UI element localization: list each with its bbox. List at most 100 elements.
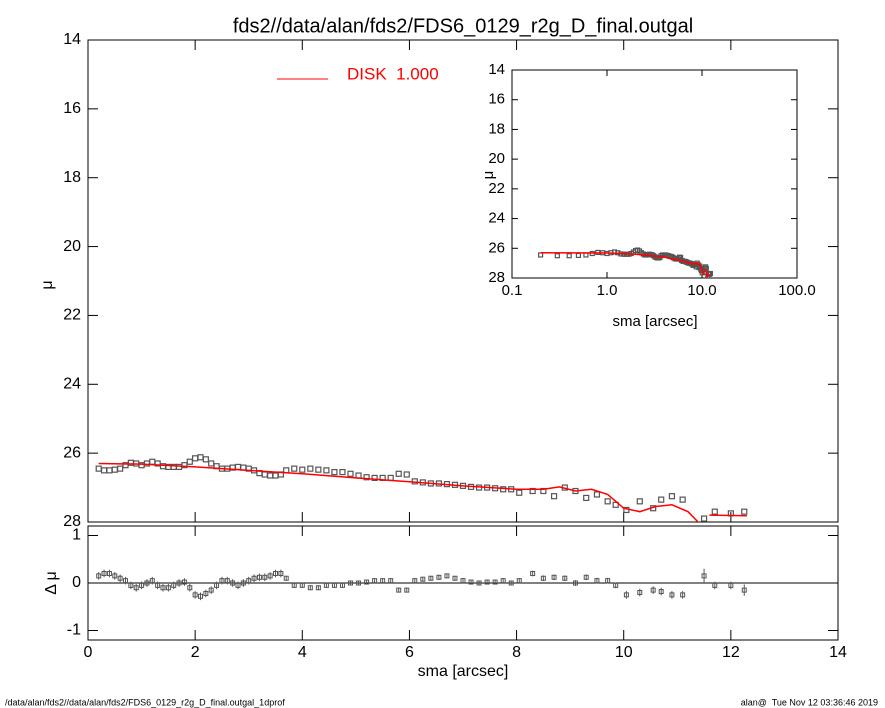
data-point xyxy=(636,498,643,505)
data-point xyxy=(347,470,354,477)
y-tick-label: 24 xyxy=(63,376,81,393)
x-tick-label: 2 xyxy=(191,644,200,661)
residual-point xyxy=(573,580,578,586)
residual-point xyxy=(650,587,656,593)
residual-point xyxy=(181,579,187,585)
x-tick-label: 12 xyxy=(722,644,740,661)
residual-point xyxy=(516,578,522,584)
residual-point xyxy=(133,585,139,591)
residual-point xyxy=(339,582,345,588)
residual-point xyxy=(396,587,402,593)
y-tick-label: 28 xyxy=(488,269,505,286)
data-point xyxy=(529,487,536,495)
footer-left: /data/alan/fds2//data/alan/fds2/FDS6_012… xyxy=(5,697,285,707)
residual-point xyxy=(240,580,246,586)
residual-point xyxy=(235,582,241,588)
residual-point xyxy=(436,574,442,580)
residual-point xyxy=(112,573,118,579)
residual-point xyxy=(251,575,257,581)
residual-point xyxy=(144,580,150,586)
residual-point xyxy=(165,585,171,591)
residual-point xyxy=(198,593,203,599)
x-tick-label: 100.0 xyxy=(778,282,816,299)
plot-frame xyxy=(511,69,798,279)
residual-point xyxy=(388,578,394,584)
residual-point xyxy=(214,582,220,588)
y-tick-label: -1 xyxy=(67,622,81,639)
residual-point xyxy=(492,579,498,585)
data-point xyxy=(339,468,346,476)
y-tick-label: 22 xyxy=(488,180,505,197)
residual-point xyxy=(278,571,284,576)
data-point xyxy=(540,487,547,495)
data-point xyxy=(307,465,314,472)
residual-point xyxy=(224,578,230,584)
residual-point xyxy=(106,571,112,576)
y-tick-label: 0 xyxy=(72,574,81,591)
x-tick-label: 4 xyxy=(298,644,307,661)
x-tick-label: 6 xyxy=(405,644,414,661)
x-tick-label: 10.0 xyxy=(687,282,716,299)
residual-point xyxy=(540,575,546,581)
residual-point xyxy=(562,575,568,581)
residual-point xyxy=(508,580,514,586)
y-tick-label: 28 xyxy=(63,513,81,530)
residual-point xyxy=(331,582,337,588)
y-tick-label: 16 xyxy=(63,100,81,117)
residual-point xyxy=(613,582,619,588)
residual-point xyxy=(128,582,134,588)
residual-point xyxy=(160,585,166,591)
y-tick-label: 26 xyxy=(63,444,81,461)
y-tick-label: 14 xyxy=(63,31,81,48)
x-tick-label: 0.1 xyxy=(502,282,523,299)
residual-point xyxy=(583,574,589,580)
residual-point xyxy=(680,592,686,598)
residual-point xyxy=(701,573,707,579)
x-tick-label: 8 xyxy=(512,644,521,661)
residual-point xyxy=(187,585,193,591)
residual-point xyxy=(404,587,410,593)
residual-point xyxy=(262,574,268,580)
data-point xyxy=(291,465,298,472)
x-tick-label: 10 xyxy=(615,644,633,661)
residual-point xyxy=(96,573,102,579)
residual-point xyxy=(500,578,506,584)
residual-point xyxy=(637,590,643,595)
residual-point xyxy=(208,587,214,593)
data-point xyxy=(550,493,558,500)
residual-point xyxy=(149,578,155,584)
residual-point xyxy=(380,578,386,584)
residual-point xyxy=(307,585,313,591)
residual-point xyxy=(139,582,145,588)
data-point xyxy=(593,491,601,498)
data-point xyxy=(323,467,330,474)
residual-point xyxy=(219,578,225,584)
residual-point xyxy=(155,582,161,588)
residual-point xyxy=(460,578,466,584)
residual-point xyxy=(712,582,718,588)
footer-right: alan@ Tue Nov 12 03:36:46 2019 xyxy=(741,697,878,707)
x-axis-label: sma [arcsec] xyxy=(612,313,697,330)
data-point xyxy=(371,474,378,482)
data-point xyxy=(186,458,193,465)
model-line xyxy=(98,462,747,522)
residual-point xyxy=(348,580,353,586)
data-point xyxy=(516,489,523,496)
y-tick-label: 20 xyxy=(488,150,505,167)
data-point xyxy=(202,456,209,463)
data-point xyxy=(395,470,402,477)
residual-point xyxy=(117,575,123,581)
data-point xyxy=(315,466,322,473)
y-tick-label: 16 xyxy=(488,91,505,108)
data-point xyxy=(604,498,611,505)
y-tick-label: 18 xyxy=(63,169,81,186)
residual-point xyxy=(551,574,557,580)
residual-point xyxy=(476,580,482,586)
residual-point xyxy=(273,571,278,576)
data-point xyxy=(117,465,124,472)
residual-point xyxy=(530,571,536,576)
data-point xyxy=(711,508,718,515)
residual-point xyxy=(246,578,252,584)
data-point xyxy=(331,468,338,476)
y-axis-label: Δ μ xyxy=(43,571,60,594)
